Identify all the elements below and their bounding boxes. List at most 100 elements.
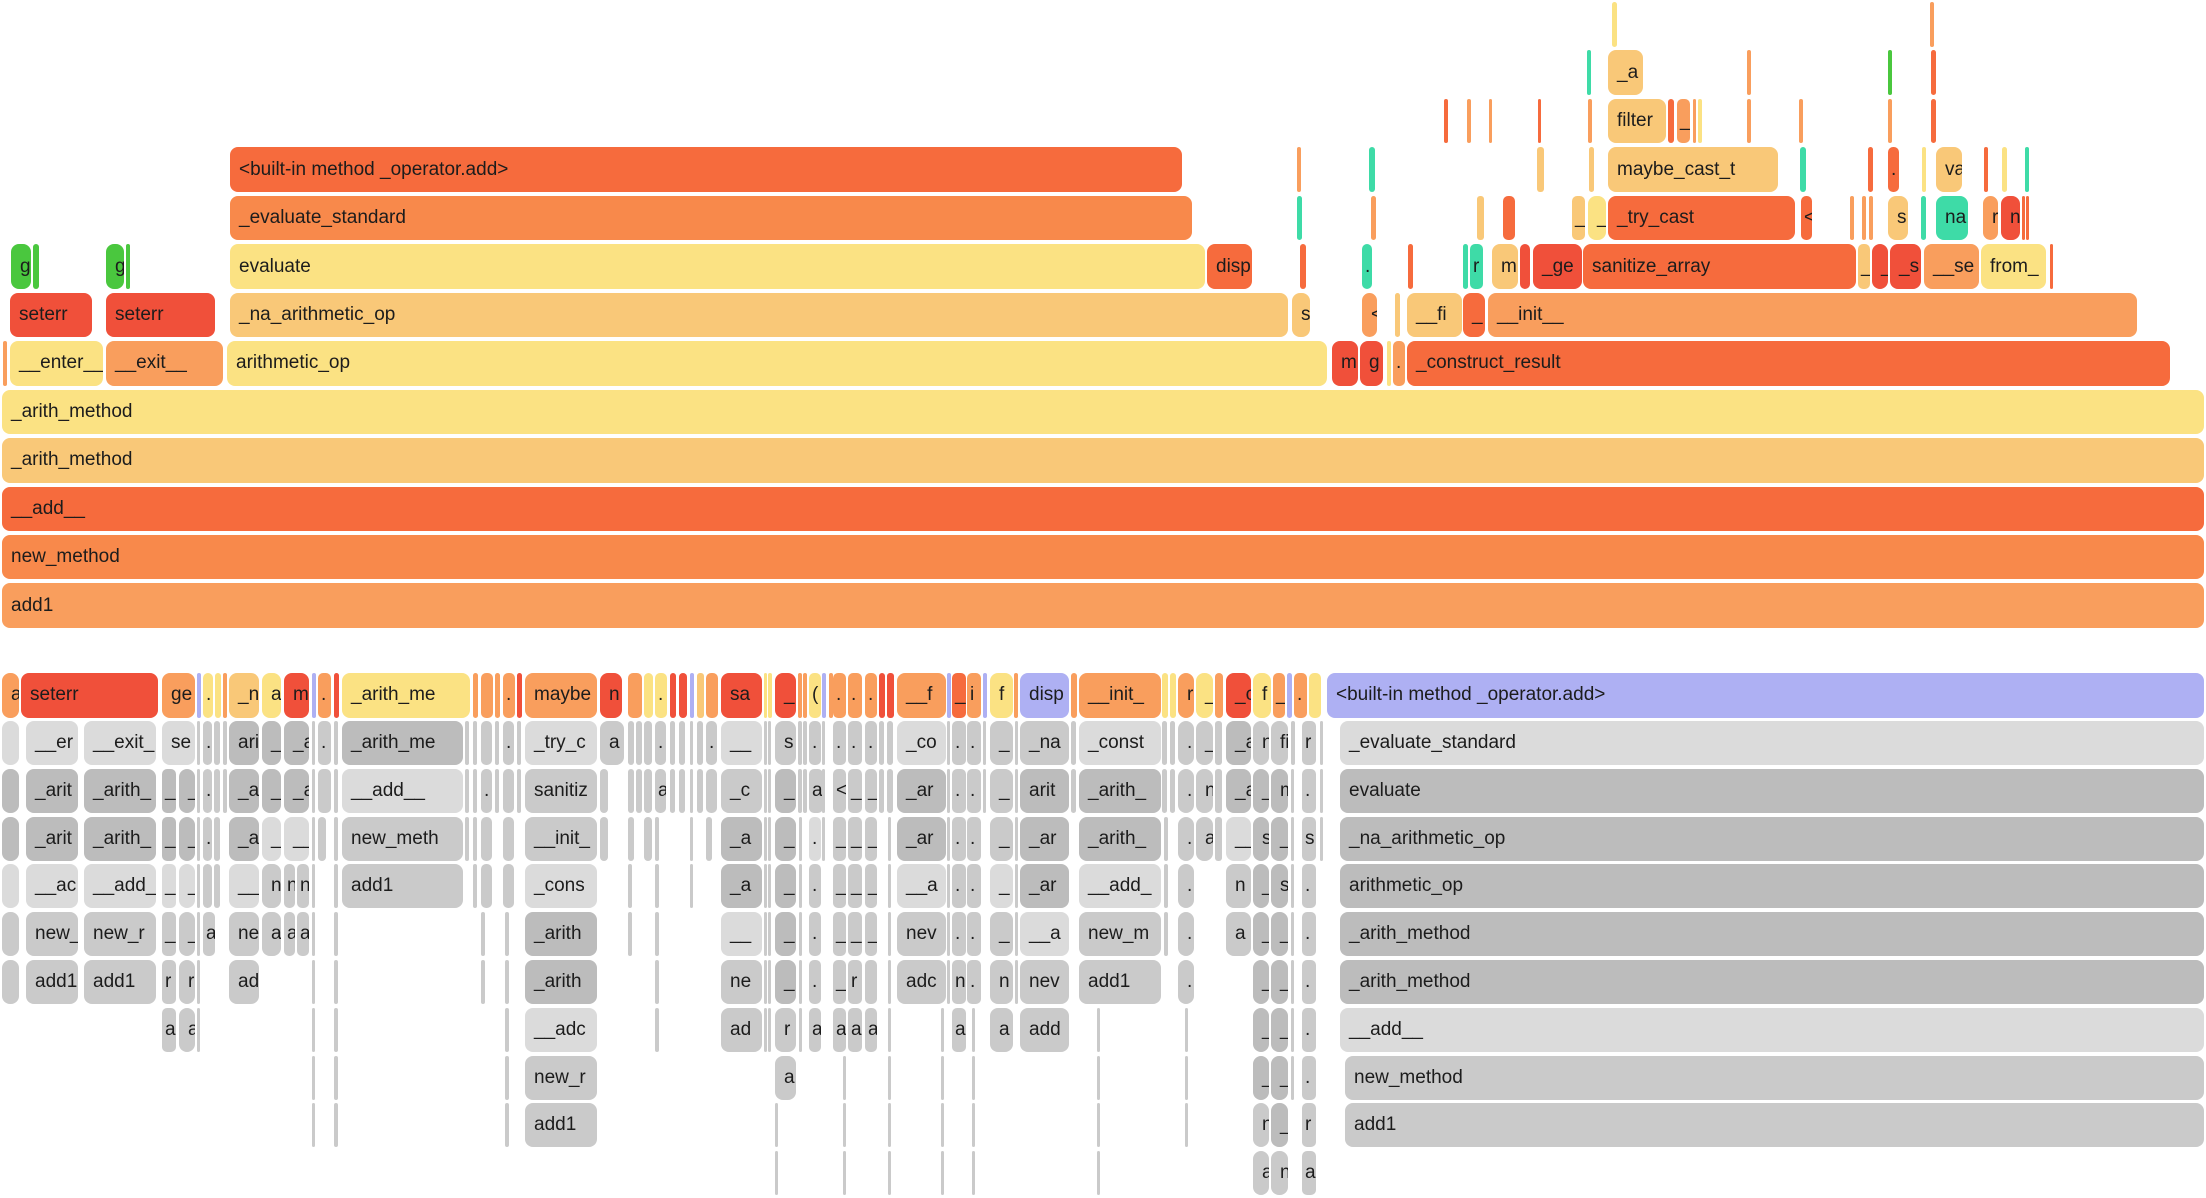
frame-block[interactable]: _arith_method	[2, 389, 2204, 435]
frame-block[interactable]	[481, 912, 485, 957]
selected-frame-block[interactable]: _	[952, 672, 966, 718]
frame-block[interactable]	[1477, 195, 1484, 241]
selected-frame-block[interactable]	[690, 672, 694, 718]
frame-block[interactable]	[972, 1151, 975, 1196]
frame-block[interactable]	[1071, 768, 1076, 813]
frame-block[interactable]: _	[775, 864, 796, 909]
frame-block[interactable]: _evaluate_standard	[230, 195, 1192, 241]
frame-block[interactable]: _co	[897, 721, 946, 765]
frame-block[interactable]	[2, 816, 19, 861]
frame-block[interactable]	[1921, 195, 1926, 241]
frame-block[interactable]: add	[1020, 1007, 1069, 1052]
frame-block[interactable]	[1097, 1007, 1100, 1052]
frame-block[interactable]: .	[1302, 768, 1316, 813]
frame-block[interactable]	[822, 816, 825, 861]
frame-block[interactable]: n	[1253, 721, 1269, 765]
frame-block[interactable]: .	[1178, 864, 1194, 909]
frame-block[interactable]: _	[179, 912, 195, 957]
frame-block[interactable]: add1	[1345, 1103, 2204, 1148]
selected-frame-block[interactable]: __f	[897, 672, 946, 718]
frame-block[interactable]	[503, 816, 514, 861]
frame-block[interactable]	[947, 721, 950, 765]
frame-block[interactable]: .	[203, 816, 212, 861]
frame-block[interactable]: __add__	[1340, 1007, 2204, 1052]
frame-block[interactable]: .	[1178, 768, 1194, 813]
frame-block[interactable]: .	[318, 721, 331, 765]
frame-block[interactable]	[203, 864, 212, 909]
frame-block[interactable]	[1164, 816, 1168, 861]
frame-block[interactable]: .	[1393, 341, 1405, 386]
frame-block[interactable]: r	[848, 960, 862, 1004]
frame-block[interactable]: .	[809, 864, 821, 909]
frame-block[interactable]: _ar	[897, 768, 946, 813]
frame-block[interactable]	[465, 768, 469, 813]
frame-block[interactable]	[628, 912, 632, 957]
frame-block[interactable]: .	[967, 816, 981, 861]
frame-block[interactable]	[865, 960, 877, 1004]
frame-block[interactable]: _ar	[1020, 864, 1069, 909]
frame-block[interactable]: _	[865, 912, 877, 957]
frame-block[interactable]	[600, 768, 608, 813]
frame-block[interactable]	[312, 960, 315, 1004]
frame-block[interactable]	[799, 864, 802, 909]
frame-block[interactable]	[1015, 768, 1018, 813]
frame-block[interactable]	[312, 912, 315, 957]
frame-block[interactable]	[947, 960, 950, 1004]
frame-block[interactable]: _arit	[26, 768, 78, 813]
frame-block[interactable]	[1387, 341, 1391, 386]
frame-block[interactable]: .	[952, 912, 966, 957]
frame-block[interactable]: va	[1936, 147, 1962, 192]
frame-block[interactable]	[799, 960, 802, 1004]
frame-block[interactable]	[1164, 864, 1168, 909]
frame-block[interactable]: .	[848, 721, 862, 765]
frame-block[interactable]: r	[1302, 1103, 1316, 1148]
selected-frame-block[interactable]: .	[865, 672, 877, 718]
frame-block[interactable]: _	[1253, 912, 1269, 957]
frame-block[interactable]: n	[1196, 768, 1213, 813]
frame-block[interactable]: _evaluate_standard	[1340, 721, 2204, 765]
frame-block[interactable]: _a	[229, 768, 259, 813]
frame-block[interactable]: __add_	[84, 864, 156, 909]
frame-block[interactable]: _	[262, 816, 281, 861]
frame-block[interactable]	[706, 816, 712, 861]
frame-block[interactable]	[600, 816, 608, 861]
frame-block[interactable]	[2, 768, 19, 813]
frame-block[interactable]	[655, 1007, 659, 1052]
frame-block[interactable]	[764, 864, 767, 909]
frame-block[interactable]	[1371, 195, 1376, 241]
frame-block[interactable]	[1071, 721, 1076, 765]
frame-block[interactable]	[941, 1151, 944, 1196]
frame-block[interactable]	[33, 244, 39, 289]
frame-block[interactable]: _a	[284, 768, 309, 813]
frame-block[interactable]: ad	[721, 1007, 762, 1052]
selected-frame-block[interactable]	[983, 672, 987, 718]
frame-block[interactable]	[318, 816, 326, 861]
selected-frame-block[interactable]: __init_	[1079, 672, 1161, 718]
frame-block[interactable]	[1799, 98, 1803, 144]
frame-block[interactable]: _	[1271, 1055, 1288, 1100]
frame-block[interactable]	[1185, 1103, 1188, 1148]
frame-block[interactable]	[799, 816, 802, 861]
frame-block[interactable]: g	[1360, 341, 1383, 386]
frame-block[interactable]: _	[1271, 1007, 1288, 1052]
frame-block[interactable]: add1	[2, 583, 2204, 628]
frame-block[interactable]: s	[1253, 816, 1269, 861]
frame-block[interactable]: .	[1362, 244, 1372, 289]
frame-block[interactable]	[1215, 721, 1222, 765]
frame-block[interactable]: s	[1302, 816, 1316, 861]
frame-block[interactable]: .	[706, 721, 717, 765]
frame-block[interactable]	[768, 721, 771, 765]
frame-block[interactable]	[1320, 721, 1323, 765]
frame-block[interactable]	[1097, 1103, 1100, 1148]
frame-block[interactable]: a	[990, 1007, 1013, 1052]
selected-frame-block[interactable]: _	[1273, 672, 1285, 718]
frame-block[interactable]	[1888, 50, 1892, 95]
frame-block[interactable]	[822, 721, 825, 765]
frame-block[interactable]	[947, 864, 950, 909]
selected-frame-block[interactable]	[829, 672, 833, 718]
frame-block[interactable]: ad	[229, 960, 259, 1004]
selected-frame-block[interactable]: .	[848, 672, 862, 718]
frame-block[interactable]: __exit_	[84, 721, 156, 765]
frame-block[interactable]: sanitiz	[525, 768, 597, 813]
frame-block[interactable]	[822, 768, 825, 813]
